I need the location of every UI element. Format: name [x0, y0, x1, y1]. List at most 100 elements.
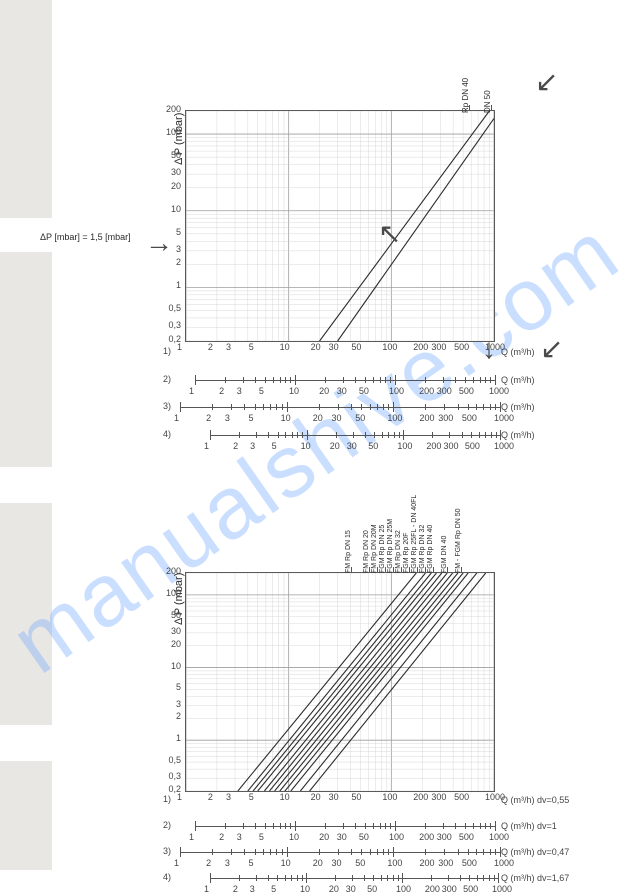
- axis-row-tick: [473, 823, 474, 829]
- x-tick: 20: [311, 792, 321, 802]
- axis-row-ticklabel: 300: [438, 858, 453, 868]
- x-tick: 1: [177, 792, 182, 802]
- axis-row-ticklabel: 1: [174, 858, 179, 868]
- axis-row-unit: Q (m³/h) dv=0,47: [501, 847, 569, 857]
- series-label: FGM Rp DN 40: [427, 525, 434, 573]
- axis-row-tick: [243, 823, 244, 829]
- x-tick: 30: [329, 792, 339, 802]
- axis-row-tick: [431, 875, 432, 881]
- series-label-tick: [385, 567, 386, 572]
- plot-area: [185, 572, 495, 792]
- axis-row-ticklabel: 10: [289, 832, 299, 842]
- axis-row-ticklabel: 1000: [494, 858, 514, 868]
- axis-row-tick: [343, 823, 344, 829]
- series-label-tick: [409, 567, 410, 572]
- axis-row-tick: [393, 847, 394, 857]
- axis-row-tick: [277, 875, 278, 881]
- axis-row-ticklabel: 100: [396, 884, 411, 893]
- axis-row-tick: [256, 875, 257, 881]
- axis-row-ticklabel: 200: [419, 858, 434, 868]
- axis-row-tick: [388, 849, 389, 855]
- y-tick: 3: [161, 699, 181, 709]
- axis-row-ticklabel: 30: [337, 832, 347, 842]
- series-line-6: [275, 573, 453, 791]
- axis-row-tick: [483, 875, 484, 881]
- axis-row-ticklabel: 100: [387, 858, 402, 868]
- axis-row-tick: [338, 849, 339, 855]
- y-tick: 2: [161, 711, 181, 721]
- series-line-8: [285, 573, 463, 791]
- x-tick: 2: [208, 792, 213, 802]
- axis-row-tick: [210, 873, 211, 883]
- axis-row-unit: Q (m³/h) dv=0,55: [501, 795, 569, 805]
- axis-row-ticklabel: 200: [425, 884, 440, 893]
- y-tick: 10: [161, 661, 181, 671]
- series-label-tick: [377, 567, 378, 572]
- x-tick: 50: [351, 792, 361, 802]
- series-label-tick: [351, 567, 352, 572]
- axis-row-tick: [180, 847, 181, 857]
- x-tick: 300: [431, 792, 446, 802]
- axis-row-ticklabel: 1000: [489, 832, 509, 842]
- series-label-tick: [393, 567, 394, 572]
- axis-row-tick: [302, 875, 303, 881]
- axis-row-tick: [490, 849, 491, 855]
- series-label: FGM Rp 25FL - DN 40FL: [411, 495, 418, 573]
- axis-row-tick: [244, 849, 245, 855]
- axis-row-tick: [355, 823, 356, 829]
- axis-row-tick: [319, 849, 320, 855]
- series-line-9: [291, 573, 468, 791]
- series-label: FGM Rp DN 25M: [387, 519, 394, 573]
- y-axis-title: Δ P (mbar): [173, 573, 185, 625]
- axis-row-ticklabel: 30: [332, 858, 342, 868]
- axis-row-tick: [365, 823, 366, 829]
- series-label: FM - FGM Rp DN 50: [455, 508, 462, 573]
- axis-row-tick: [282, 849, 283, 855]
- axis-row-tick: [495, 849, 496, 855]
- axis-row-tick: [291, 875, 292, 881]
- axis-row-tick: [361, 849, 362, 855]
- axis-row-tick: [306, 873, 307, 883]
- axis-row-tick: [335, 875, 336, 881]
- axis-row-tick: [380, 823, 381, 829]
- series-line-3: [258, 573, 437, 791]
- series-label-tick: [433, 567, 434, 572]
- axis-row-tick: [455, 823, 456, 829]
- axis-row-tick: [325, 823, 326, 829]
- axis-row-ticklabel: 500: [462, 858, 477, 868]
- axis-row-tick: [448, 875, 449, 881]
- axis-row-tick: [273, 823, 274, 829]
- series-line-7: [280, 573, 458, 791]
- axis-row-tick: [276, 849, 277, 855]
- axis-row-tick: [377, 849, 378, 855]
- axis-row-ticklabel: 500: [463, 884, 478, 893]
- axis-row-ticklabel: 5: [259, 832, 264, 842]
- axis-row-tick: [425, 823, 426, 829]
- axis-row-ticklabel: 50: [367, 884, 377, 893]
- axis-row-number: 4): [163, 872, 171, 882]
- axis-row-tick: [489, 875, 490, 881]
- series-label-tick: [461, 567, 462, 572]
- axis-row-tick: [383, 849, 384, 855]
- series-label-tick: [425, 567, 426, 572]
- axis-row-ticklabel: 2: [233, 884, 238, 893]
- axis-row-tick: [231, 849, 232, 855]
- axis-row-ticklabel: 100: [389, 832, 404, 842]
- axis-row-tick: [255, 849, 256, 855]
- y-tick: 1: [161, 733, 181, 743]
- axis-row-ticklabel: 10: [281, 858, 291, 868]
- axis-row-ticklabel: 20: [313, 858, 323, 868]
- axis-row-ticklabel: 3: [225, 858, 230, 868]
- axis-row-tick: [370, 849, 371, 855]
- axis-row-number: 3): [163, 846, 171, 856]
- axis-row-tick: [425, 849, 426, 855]
- axis-row-tick: [265, 823, 266, 829]
- axis-row-tick: [490, 823, 491, 829]
- axis-row-ticklabel: 5: [249, 858, 254, 868]
- axis-row-ticklabel: 20: [319, 832, 329, 842]
- axis-row-tick: [381, 875, 382, 881]
- axis-row-tick: [385, 823, 386, 829]
- axis-row-tick: [476, 849, 477, 855]
- axis-row-tick: [468, 849, 469, 855]
- axis-row-ticklabel: 2: [219, 832, 224, 842]
